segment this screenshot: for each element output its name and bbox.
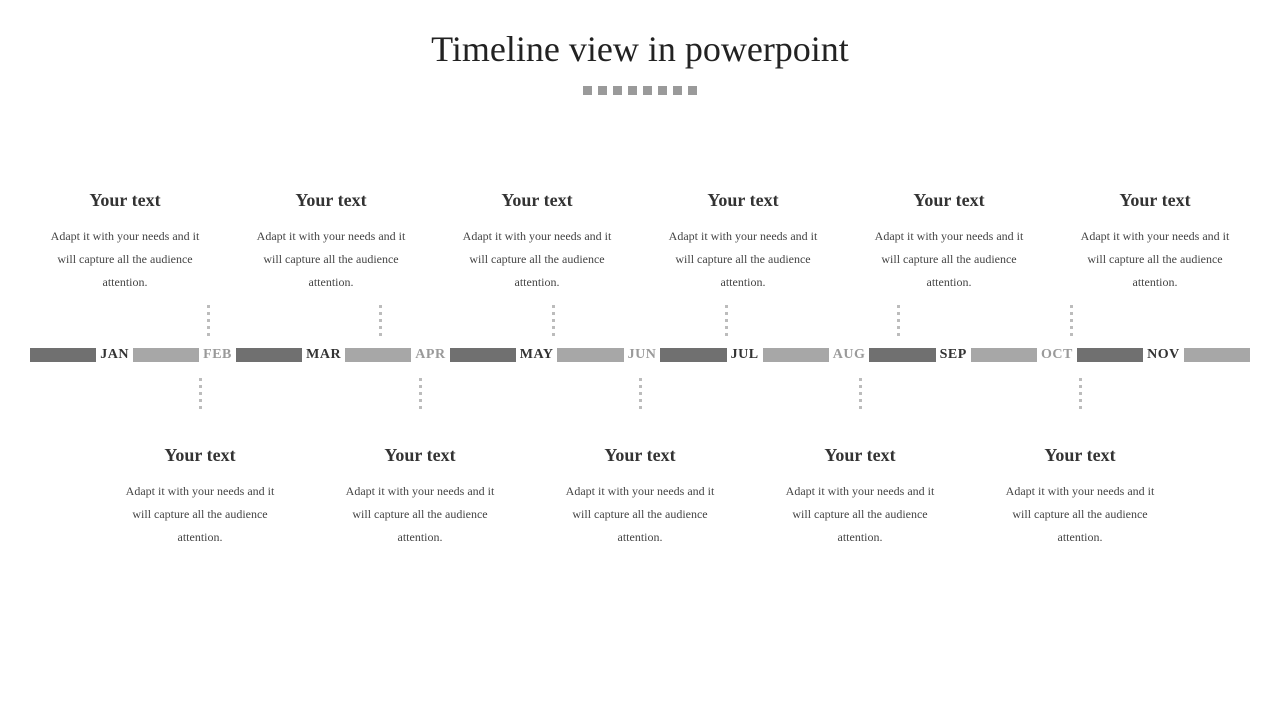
timeline-bar	[763, 348, 829, 362]
timeline-bar	[869, 348, 935, 362]
top-block: Your text Adapt it with your needs and it…	[30, 190, 220, 293]
vertical-connector	[638, 378, 642, 409]
bottom-block-body: Adapt it with your needs and it will cap…	[105, 480, 295, 548]
bottom-block: Your text Adapt it with your needs and it…	[765, 445, 955, 548]
top-block-body: Adapt it with your needs and it will cap…	[30, 225, 220, 293]
top-block: Your text Adapt it with your needs and it…	[854, 190, 1044, 293]
bottom-block-title: Your text	[985, 445, 1175, 466]
top-block-body: Adapt it with your needs and it will cap…	[854, 225, 1044, 293]
timeline-bar	[557, 348, 623, 362]
month-label: AUG	[829, 347, 870, 363]
vertical-connector	[1078, 378, 1082, 409]
vertical-connector	[897, 305, 901, 336]
timeline-bar	[450, 348, 516, 362]
bottom-connectors	[30, 366, 1250, 417]
bottom-block-title: Your text	[545, 445, 735, 466]
timeline-bar	[971, 348, 1037, 362]
vertical-connector	[552, 305, 556, 336]
vertical-connector	[1070, 305, 1074, 336]
month-label: NOV	[1143, 347, 1184, 363]
month-label: OCT	[1037, 347, 1077, 363]
timeline-container: Your text Adapt it with your needs and it…	[30, 190, 1250, 549]
top-block-body: Adapt it with your needs and it will cap…	[1060, 225, 1250, 293]
top-block-title: Your text	[854, 190, 1044, 211]
month-label: SEP	[936, 347, 971, 363]
bottom-block: Your text Adapt it with your needs and it…	[105, 445, 295, 548]
top-block: Your text Adapt it with your needs and it…	[648, 190, 838, 293]
decor-dot	[688, 86, 697, 95]
bottom-block-title: Your text	[765, 445, 955, 466]
top-block-title: Your text	[1060, 190, 1250, 211]
title-decor-dots	[0, 82, 1280, 100]
decor-dot	[673, 86, 682, 95]
vertical-connector	[206, 305, 210, 336]
bottom-blocks-row: Your text Adapt it with your needs and it…	[30, 445, 1250, 548]
top-block-title: Your text	[648, 190, 838, 211]
months-row: JAN FEB MAR APR MAY JUN JUL AUG SEP OCT NOV	[30, 344, 1250, 366]
bottom-block-title: Your text	[105, 445, 295, 466]
vertical-connector	[724, 305, 728, 336]
bottom-block-body: Adapt it with your needs and it will cap…	[325, 480, 515, 548]
bottom-block-title: Your text	[325, 445, 515, 466]
top-block: Your text Adapt it with your needs and it…	[1060, 190, 1250, 293]
timeline-bar	[660, 348, 726, 362]
vertical-connector	[858, 378, 862, 409]
slide-title: Timeline view in powerpoint	[0, 0, 1280, 70]
month-label: JUN	[624, 347, 661, 363]
bottom-block: Your text Adapt it with your needs and it…	[325, 445, 515, 548]
timeline-bar	[236, 348, 302, 362]
decor-dot	[598, 86, 607, 95]
decor-dot	[583, 86, 592, 95]
bottom-block-body: Adapt it with your needs and it will cap…	[545, 480, 735, 548]
vertical-connector	[418, 378, 422, 409]
top-block: Your text Adapt it with your needs and it…	[236, 190, 426, 293]
timeline-bar	[133, 348, 199, 362]
top-block-body: Adapt it with your needs and it will cap…	[236, 225, 426, 293]
month-label: MAR	[302, 347, 345, 363]
top-block-title: Your text	[236, 190, 426, 211]
month-label: MAY	[516, 347, 558, 363]
decor-dot	[613, 86, 622, 95]
decor-dot	[643, 86, 652, 95]
timeline-bar	[30, 348, 96, 362]
timeline-bar	[1077, 348, 1143, 362]
timeline-bar	[1184, 348, 1250, 362]
month-label: JAN	[96, 347, 133, 363]
bottom-block-body: Adapt it with your needs and it will cap…	[985, 480, 1175, 548]
bottom-block: Your text Adapt it with your needs and it…	[985, 445, 1175, 548]
top-block-title: Your text	[442, 190, 632, 211]
top-blocks-row: Your text Adapt it with your needs and it…	[30, 190, 1250, 293]
month-label: JUL	[727, 347, 763, 363]
vertical-connector	[198, 378, 202, 409]
top-connectors	[30, 293, 1250, 344]
bottom-block-body: Adapt it with your needs and it will cap…	[765, 480, 955, 548]
bottom-block: Your text Adapt it with your needs and it…	[545, 445, 735, 548]
top-block-title: Your text	[30, 190, 220, 211]
month-label: APR	[411, 347, 449, 363]
top-block: Your text Adapt it with your needs and it…	[442, 190, 632, 293]
top-block-body: Adapt it with your needs and it will cap…	[442, 225, 632, 293]
timeline-bar	[345, 348, 411, 362]
top-block-body: Adapt it with your needs and it will cap…	[648, 225, 838, 293]
month-label: FEB	[199, 347, 236, 363]
decor-dot	[628, 86, 637, 95]
decor-dot	[658, 86, 667, 95]
vertical-connector	[379, 305, 383, 336]
